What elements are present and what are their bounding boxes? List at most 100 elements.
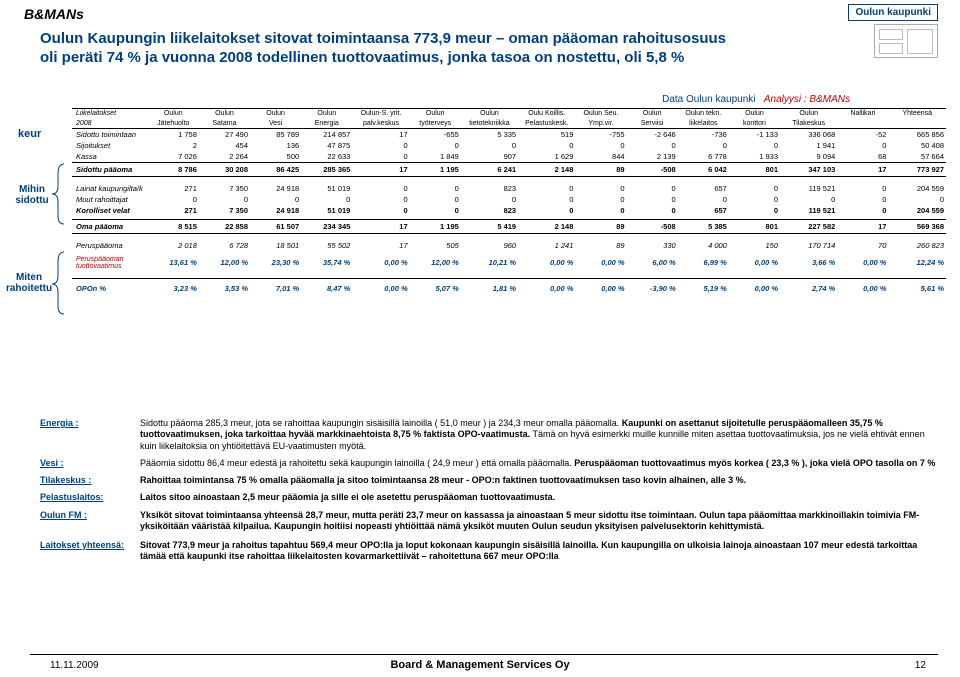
- cell: 5 419: [461, 220, 518, 234]
- bracket-svg: [8, 146, 70, 346]
- cell: 86 425: [250, 163, 301, 177]
- cell: 18 501: [250, 240, 301, 251]
- cell: 0: [837, 205, 888, 216]
- cell: 0: [729, 183, 780, 194]
- cell: 2 018: [148, 240, 199, 251]
- cell: 30 208: [199, 163, 250, 177]
- row-label: Sidottu pääoma: [72, 163, 148, 177]
- cell: 17: [352, 163, 409, 177]
- row-label: Sidottu toimintaan: [72, 129, 148, 141]
- cell: 2: [148, 140, 199, 151]
- cell: 260 823: [888, 240, 946, 251]
- cell: 119 521: [780, 183, 837, 194]
- cell: 519: [518, 129, 575, 141]
- cell: 6 778: [678, 151, 729, 163]
- note-text: Sidottu pääoma 285,3 meur, jota se rahoi…: [140, 418, 940, 452]
- cell: 665 856: [888, 129, 946, 141]
- cell: 271: [148, 183, 199, 194]
- cell: 1 195: [410, 163, 461, 177]
- note-row: Pelastuslaitos:Laitos sitoo ainoastaan 2…: [40, 492, 940, 503]
- cell: 0: [678, 194, 729, 205]
- cell: 0: [575, 205, 626, 216]
- cell: -3,90 %: [627, 283, 678, 294]
- cell: 0: [729, 140, 780, 151]
- cell: 0: [461, 140, 518, 151]
- row-label: Sijoitukset: [72, 140, 148, 151]
- cell: 3,53 %: [199, 283, 250, 294]
- col-subheader: palv.keskus: [352, 119, 409, 129]
- footer-line: [30, 654, 938, 655]
- cell: -755: [575, 129, 626, 141]
- cell: 6,99 %: [678, 255, 729, 271]
- table-row: Lainat kaupungilta/k2717 35024 91851 019…: [72, 183, 946, 194]
- cell: 0: [301, 194, 352, 205]
- col-subheader: 2008: [72, 119, 148, 129]
- note-text: Pääomia sidottu 86,4 meur edestä ja raho…: [140, 458, 940, 469]
- cell: 0,00 %: [729, 283, 780, 294]
- cell: 505: [410, 240, 461, 251]
- cell: 2 148: [518, 163, 575, 177]
- cell: 24 918: [250, 183, 301, 194]
- col-header: Oulun: [780, 109, 837, 119]
- cell: 12,00 %: [410, 255, 461, 271]
- col-header: Oulun: [729, 109, 780, 119]
- note-text: Yksiköt sitovat toimintaansa yhteensä 28…: [140, 510, 940, 533]
- cell: 0: [199, 194, 250, 205]
- cell: 6 241: [461, 163, 518, 177]
- cell: 1 933: [729, 151, 780, 163]
- cell: 17: [352, 220, 409, 234]
- side-label-miten: Miten rahoitettu: [4, 272, 54, 294]
- note-row: Energia :Sidottu pääoma 285,3 meur, jota…: [40, 418, 940, 452]
- cell: 907: [461, 151, 518, 163]
- note-row: Oulun FM :Yksiköt sitovat toimintaansa y…: [40, 510, 940, 533]
- cell: 823: [461, 183, 518, 194]
- cell: 8 515: [148, 220, 199, 234]
- col-header: Oulun Seu.: [575, 109, 626, 119]
- cell: 17: [352, 129, 409, 141]
- cell: 0: [837, 194, 888, 205]
- notes-section: Energia :Sidottu pääoma 285,3 meur, jota…: [40, 418, 940, 569]
- row-label: OPOn %: [72, 283, 148, 294]
- footer-center: Board & Management Services Oy: [0, 659, 960, 671]
- cell: 0: [352, 151, 409, 163]
- cell: 227 582: [780, 220, 837, 234]
- row-label: Korolliset velat: [72, 205, 148, 216]
- col-subheader: [888, 119, 946, 129]
- cell: -52: [837, 129, 888, 141]
- cell: 204 559: [888, 183, 946, 194]
- cell: -508: [627, 220, 678, 234]
- cell: 336 068: [780, 129, 837, 141]
- cell: 0: [627, 194, 678, 205]
- cell: 1 629: [518, 151, 575, 163]
- cell: 23,30 %: [250, 255, 301, 271]
- table-row: Muut rahoittajat000000000000000: [72, 194, 946, 205]
- note-label: Energia :: [40, 418, 140, 452]
- note-label: Vesi :: [40, 458, 140, 469]
- col-header: Oulun: [627, 109, 678, 119]
- cell: 2 139: [627, 151, 678, 163]
- cell: 0: [410, 194, 461, 205]
- col-header: Nallikari: [837, 109, 888, 119]
- cell: 12,00 %: [199, 255, 250, 271]
- logo: B&MANs: [24, 6, 84, 22]
- cell: 150: [729, 240, 780, 251]
- cell: 89: [575, 163, 626, 177]
- cell: 2,74 %: [780, 283, 837, 294]
- note-text: Laitos sitoo ainoastaan 2,5 meur pääomia…: [140, 492, 940, 503]
- cell: 1 241: [518, 240, 575, 251]
- note-row: Vesi :Pääomia sidottu 86,4 meur edestä j…: [40, 458, 940, 469]
- cell: 89: [575, 220, 626, 234]
- cell: 17: [837, 163, 888, 177]
- note-text: Sitovat 773,9 meur ja rahoitus tapahtuu …: [140, 540, 940, 563]
- row-label: Muut rahoittajat: [72, 194, 148, 205]
- col-subheader: liikelaitos: [678, 119, 729, 129]
- cell: 10,21 %: [461, 255, 518, 271]
- cell: 5 385: [678, 220, 729, 234]
- cell: 1 941: [780, 140, 837, 151]
- cell: 0,00 %: [518, 283, 575, 294]
- cell: 285 365: [301, 163, 352, 177]
- cell: 0,00 %: [575, 255, 626, 271]
- cell: 70: [837, 240, 888, 251]
- cell: 2 148: [518, 220, 575, 234]
- cell: 271: [148, 205, 199, 216]
